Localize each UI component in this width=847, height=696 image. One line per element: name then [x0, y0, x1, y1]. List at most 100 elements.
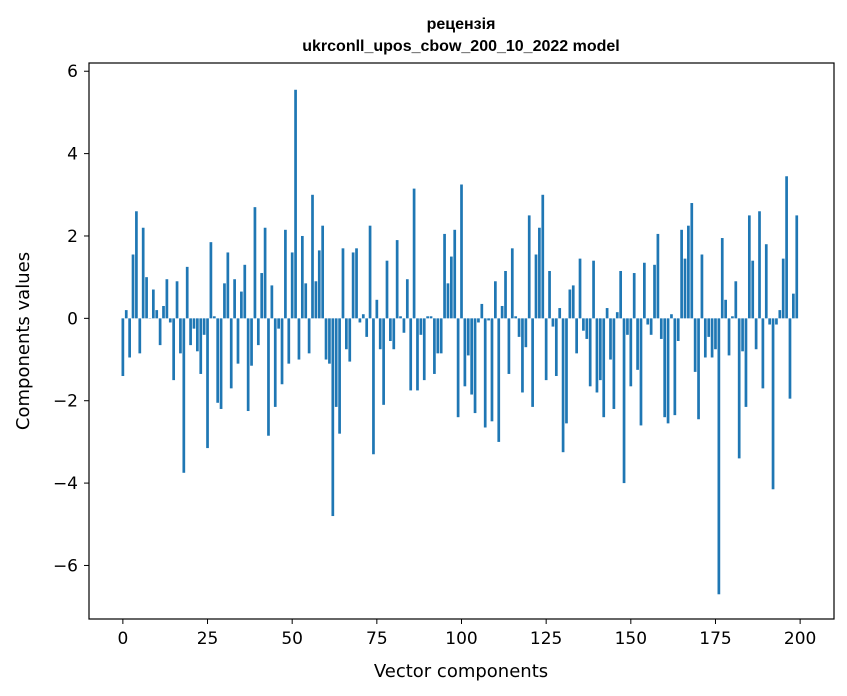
x-tick-label: 25 [197, 629, 219, 649]
bar [714, 318, 717, 350]
bar [287, 318, 291, 364]
bar [676, 318, 680, 341]
bar [727, 318, 731, 356]
bar [294, 89, 297, 319]
bar [328, 318, 331, 364]
y-tick-label: 2 [67, 227, 78, 247]
bar [507, 318, 511, 374]
bar [141, 227, 145, 319]
bars-group [121, 89, 799, 595]
x-axis-ticks: 0 25 50 75 100 125 150 175 200 [117, 619, 816, 649]
bar [521, 318, 524, 393]
bar [710, 318, 714, 358]
bar [632, 273, 636, 319]
bar [707, 318, 711, 337]
bar [361, 314, 365, 319]
bar [538, 227, 541, 319]
bar [578, 258, 582, 319]
chart-title: рецензія [427, 16, 496, 33]
bar [571, 285, 575, 319]
bar [500, 305, 504, 319]
bar [490, 318, 494, 422]
bar [758, 211, 761, 319]
bar [240, 291, 243, 319]
bar [192, 318, 196, 329]
bar [250, 318, 253, 366]
bar [663, 318, 667, 418]
x-tick-label: 175 [699, 629, 731, 649]
bar [185, 266, 189, 319]
bar [121, 318, 125, 377]
bar [636, 318, 639, 370]
bar [534, 254, 538, 319]
bar [422, 318, 426, 381]
bar [162, 305, 165, 319]
bar [494, 281, 497, 319]
bar [724, 299, 727, 319]
bar [768, 318, 772, 325]
bar [314, 281, 318, 319]
bar [554, 318, 558, 377]
bar [504, 270, 507, 319]
bar [124, 310, 128, 319]
bar [145, 277, 148, 319]
bar [439, 318, 443, 354]
x-tick-label: 200 [784, 629, 816, 649]
bar [412, 188, 416, 319]
bar [158, 318, 162, 346]
y-axis-ticks: 6 4 2 0 −2 −4 −6 [53, 62, 89, 576]
bar [196, 318, 199, 352]
bar [693, 318, 697, 372]
bar [324, 318, 328, 360]
bar [409, 318, 413, 391]
bar [510, 248, 514, 319]
bar [402, 318, 406, 333]
bar [229, 318, 233, 389]
bar [297, 318, 301, 360]
bar [697, 318, 700, 420]
bar [270, 285, 274, 319]
bar [771, 318, 775, 490]
bar [775, 318, 778, 325]
bar [517, 318, 521, 337]
bar [541, 194, 545, 319]
bar [683, 258, 687, 319]
bar [788, 318, 792, 399]
bar [480, 303, 484, 319]
bar [629, 318, 633, 387]
bar [253, 207, 257, 319]
bar [351, 252, 355, 319]
bar [385, 260, 389, 319]
y-tick-label: −2 [53, 392, 78, 412]
bar [182, 318, 186, 473]
bar [284, 229, 287, 319]
bar [429, 316, 433, 319]
bar [419, 318, 423, 335]
bar [754, 318, 758, 350]
bar [778, 310, 782, 319]
bar [453, 229, 457, 319]
x-tick-label: 0 [117, 629, 128, 649]
bar [236, 318, 240, 364]
bar [290, 252, 294, 319]
x-axis-label: Vector components [374, 661, 548, 682]
bar [209, 242, 213, 319]
bar [595, 318, 599, 393]
bar [592, 260, 595, 319]
bar [473, 318, 477, 414]
bar [243, 264, 247, 319]
y-tick-label: −4 [53, 474, 78, 494]
bar [544, 318, 548, 381]
chart-subtitle: ukrconll_upos_cbow_200_10_2022 model [302, 38, 619, 55]
bar [524, 318, 528, 348]
bar [321, 225, 325, 319]
bar [338, 318, 341, 434]
bar [487, 318, 490, 321]
bar [703, 318, 707, 358]
bar [605, 308, 609, 319]
bar [405, 279, 409, 319]
bar [399, 316, 402, 319]
bar [345, 318, 348, 350]
bar [588, 318, 592, 387]
bar [575, 318, 578, 354]
